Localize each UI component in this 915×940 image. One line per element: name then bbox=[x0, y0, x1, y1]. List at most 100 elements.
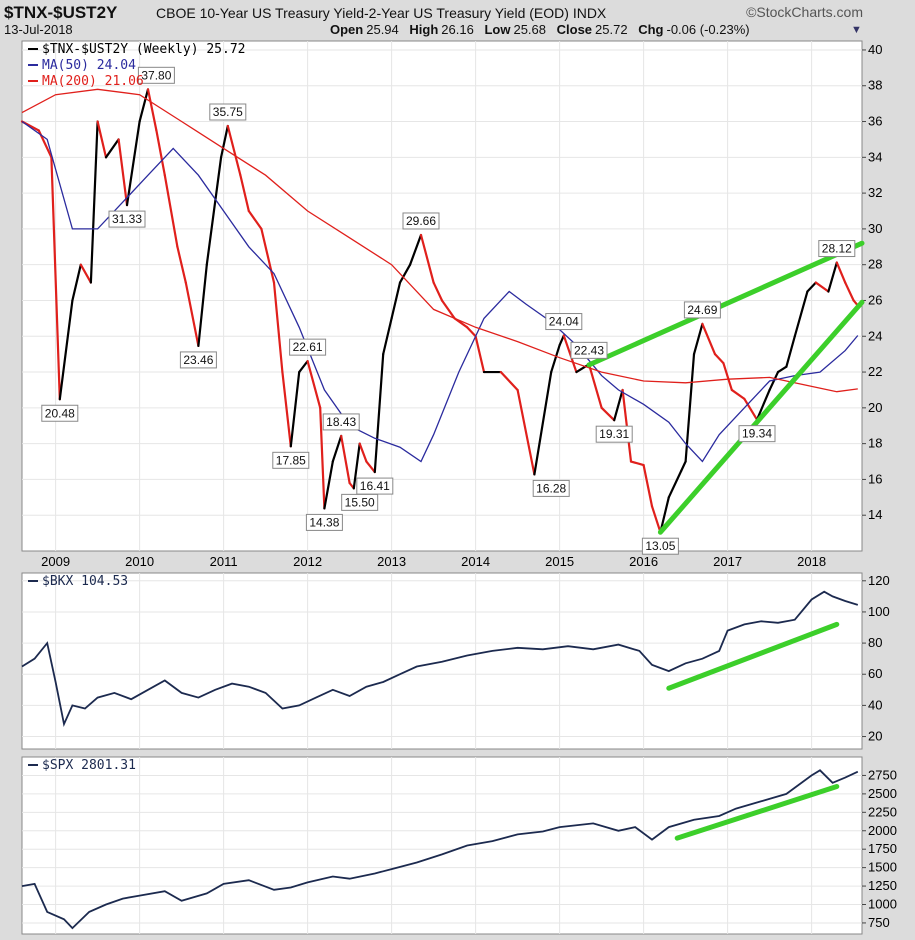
value-label-box bbox=[532, 479, 570, 497]
plot-area bbox=[21, 756, 863, 935]
value-label: 13.05 bbox=[641, 537, 679, 555]
price-segment bbox=[558, 334, 565, 347]
value-label: 22.61 bbox=[289, 338, 327, 356]
x-tick-label: 2018 bbox=[797, 937, 826, 940]
price-segment bbox=[562, 334, 578, 374]
value-label-box bbox=[272, 451, 310, 469]
price-segment bbox=[176, 245, 187, 284]
trendline bbox=[657, 299, 865, 535]
x-tick-label: 2018 bbox=[797, 554, 826, 569]
price-segment bbox=[814, 281, 830, 293]
y-tick-label: 14 bbox=[868, 507, 882, 522]
value-label-text: 31.33 bbox=[112, 212, 142, 226]
value-label-text: 17.85 bbox=[276, 453, 306, 467]
value-label-text: 29.66 bbox=[406, 214, 436, 228]
x-tick-label: 2016 bbox=[629, 554, 658, 569]
x-tick-label: 2015 bbox=[545, 554, 574, 569]
value-label-box bbox=[683, 301, 721, 319]
price-segment bbox=[352, 442, 361, 490]
price-segment bbox=[613, 388, 624, 422]
value-label: 20.48 bbox=[41, 404, 79, 422]
price-segment bbox=[184, 281, 200, 348]
y-tick-label: 22 bbox=[868, 364, 882, 379]
y-tick-label: 80 bbox=[868, 635, 882, 650]
y-tick-label: 34 bbox=[868, 149, 882, 164]
x-tick-label: 2016 bbox=[629, 937, 658, 940]
value-label: 19.34 bbox=[738, 425, 776, 443]
value-label-text: 28.12 bbox=[822, 242, 852, 256]
price-segment bbox=[365, 460, 376, 474]
price-segment bbox=[550, 344, 561, 374]
y-tick-label: 20 bbox=[868, 729, 882, 744]
triangle-down-icon[interactable]: ▼ bbox=[851, 24, 862, 36]
price-segment bbox=[776, 365, 788, 374]
price-segment bbox=[667, 469, 683, 499]
value-label-box bbox=[209, 103, 247, 121]
value-label-box bbox=[305, 513, 343, 531]
price-segment bbox=[650, 505, 662, 534]
y-tick-label: 120 bbox=[868, 573, 890, 588]
price-segment bbox=[680, 460, 687, 472]
price-segment bbox=[138, 88, 150, 123]
x-tick-label: 2015 bbox=[545, 937, 574, 940]
value-label-text: 18.43 bbox=[326, 415, 356, 429]
value-label-text: 16.41 bbox=[360, 479, 390, 493]
value-label-text: 22.43 bbox=[574, 343, 604, 357]
y-tick-label: 1000 bbox=[868, 897, 897, 912]
value-label: 22.43 bbox=[570, 341, 608, 359]
value-label-text: 13.05 bbox=[645, 539, 675, 553]
price-segment bbox=[323, 460, 334, 510]
price-segment bbox=[58, 299, 74, 401]
y-tick-label: 30 bbox=[868, 221, 882, 236]
value-label-box bbox=[356, 477, 394, 495]
price-segment bbox=[844, 281, 855, 302]
series-line-2 bbox=[21, 88, 858, 393]
price-segment bbox=[358, 442, 368, 463]
price-segment bbox=[219, 124, 229, 159]
price-segment bbox=[390, 281, 402, 320]
value-label-box bbox=[137, 66, 175, 84]
value-label: 24.69 bbox=[683, 301, 721, 319]
price-segment bbox=[474, 335, 486, 374]
legend: $SPX 2801.31 bbox=[28, 758, 136, 773]
price-segment bbox=[398, 263, 412, 284]
price-segment bbox=[226, 124, 242, 177]
value-label: 24.04 bbox=[545, 313, 583, 331]
x-tick-label: 2017 bbox=[713, 554, 742, 569]
x-tick-label: 2014 bbox=[461, 554, 490, 569]
price-segment bbox=[408, 233, 423, 266]
price-segment bbox=[743, 397, 759, 421]
value-label-text: 16.28 bbox=[536, 481, 566, 495]
trendline bbox=[674, 784, 840, 841]
x-tick-label: 2012 bbox=[293, 937, 322, 940]
price-segment bbox=[701, 322, 717, 356]
price-segment bbox=[659, 496, 670, 534]
price-segment bbox=[125, 120, 141, 207]
value-label-text: 23.46 bbox=[183, 353, 213, 367]
value-label: 15.50 bbox=[341, 493, 379, 511]
price-segment bbox=[146, 88, 158, 132]
value-label-text: 24.04 bbox=[549, 315, 579, 329]
y-tick-label: 750 bbox=[868, 915, 890, 930]
x-tick-label: 2013 bbox=[377, 554, 406, 569]
price-segment bbox=[71, 263, 82, 302]
value-label: 19.31 bbox=[595, 425, 633, 443]
value-label-box bbox=[818, 240, 856, 258]
price-segment bbox=[785, 335, 796, 368]
price-segment bbox=[419, 233, 435, 284]
y-tick-label: 2500 bbox=[868, 786, 897, 801]
price-segment bbox=[239, 174, 250, 213]
price-segment bbox=[340, 434, 351, 485]
y-tick-label: 16 bbox=[868, 471, 882, 486]
price-segment bbox=[827, 261, 838, 293]
price-segment bbox=[629, 460, 645, 467]
brand-watermark[interactable]: ©StockCharts.com bbox=[746, 4, 863, 20]
price-segment bbox=[104, 138, 120, 159]
value-label-text: 35.75 bbox=[213, 105, 243, 119]
price-segment bbox=[272, 281, 284, 374]
price-segment bbox=[155, 129, 166, 177]
value-label-text: 37.80 bbox=[141, 68, 171, 82]
y-tick-label: 20 bbox=[868, 400, 882, 415]
price-segment bbox=[835, 261, 847, 284]
price-segment bbox=[319, 406, 326, 510]
